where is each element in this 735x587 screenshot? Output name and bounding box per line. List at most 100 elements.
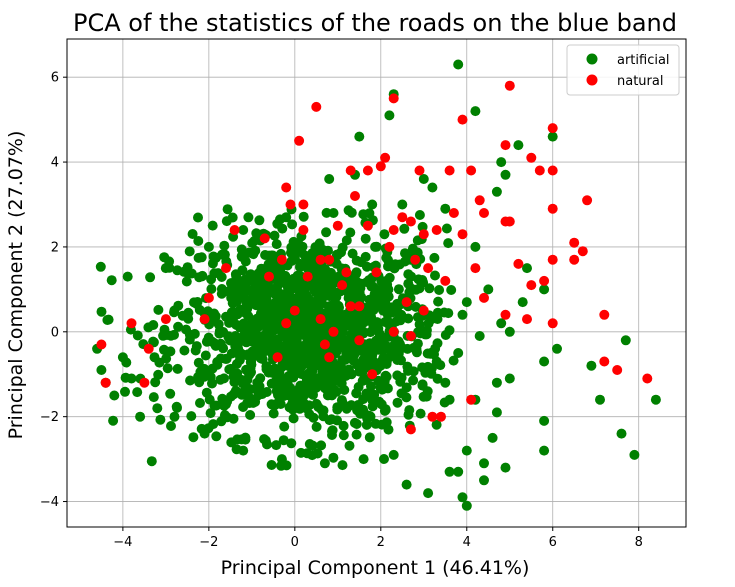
data-point-artificial xyxy=(441,223,452,234)
data-point-natural xyxy=(259,233,270,244)
plot-frame xyxy=(66,38,687,528)
legend: artificial natural xyxy=(566,44,680,96)
data-point-artificial xyxy=(117,352,128,363)
data-point-artificial xyxy=(200,350,211,361)
data-point-artificial xyxy=(425,348,436,359)
data-point-artificial xyxy=(303,368,314,379)
data-point-artificial xyxy=(233,333,244,343)
data-point-artificial xyxy=(266,364,277,375)
data-point-natural xyxy=(199,314,210,325)
data-point-artificial xyxy=(155,414,166,425)
data-point-artificial xyxy=(440,203,451,214)
data-point-artificial xyxy=(423,488,434,499)
data-point-artificial xyxy=(336,247,346,258)
data-point-artificial xyxy=(293,342,304,353)
series-artificial xyxy=(92,59,661,511)
y-axis-label: Principal Component 2 (27.07%) xyxy=(5,131,27,440)
data-point-artificial xyxy=(191,341,202,352)
data-point-artificial xyxy=(341,235,352,246)
data-point-artificial xyxy=(479,458,489,469)
data-point-artificial xyxy=(595,394,605,405)
data-point-artificial xyxy=(289,316,300,327)
data-point-artificial xyxy=(152,403,163,414)
data-point-artificial xyxy=(257,389,268,399)
data-point-artificial xyxy=(496,318,507,329)
data-point-artificial xyxy=(344,440,355,451)
data-point-natural xyxy=(298,225,309,235)
data-point-artificial xyxy=(281,212,292,223)
data-point-natural xyxy=(362,220,373,231)
data-point-artificial xyxy=(194,272,205,283)
data-point-artificial xyxy=(552,343,562,354)
data-point-artificial xyxy=(301,289,312,300)
data-point-artificial xyxy=(269,230,280,241)
data-point-artificial xyxy=(132,387,143,398)
data-point-artificial xyxy=(186,411,197,422)
data-point-artificial xyxy=(159,252,170,263)
data-point-artificial xyxy=(320,331,331,341)
data-point-artificial xyxy=(148,320,159,330)
data-point-natural xyxy=(345,165,356,176)
data-point-artificial xyxy=(242,398,253,409)
data-point-natural xyxy=(384,241,395,252)
data-point-artificial xyxy=(336,378,347,389)
data-point-artificial xyxy=(491,407,502,418)
data-point-natural xyxy=(345,301,356,312)
data-point-artificial xyxy=(240,432,251,443)
data-point-artificial xyxy=(95,261,106,272)
data-point-natural xyxy=(414,165,425,176)
data-point-artificial xyxy=(360,251,371,262)
data-point-natural xyxy=(474,195,485,206)
data-point-natural xyxy=(315,314,326,325)
data-point-artificial xyxy=(539,356,550,367)
data-point-artificial xyxy=(188,432,199,443)
data-point-artificial xyxy=(326,414,337,425)
data-point-artificial xyxy=(203,241,214,252)
data-point-artificial xyxy=(403,409,414,420)
data-point-artificial xyxy=(399,223,410,234)
data-point-artificial xyxy=(193,252,204,263)
data-point-artificial xyxy=(219,373,229,384)
data-point-artificial xyxy=(288,413,299,424)
data-point-artificial xyxy=(415,408,426,419)
data-point-natural xyxy=(332,220,343,231)
data-point-artificial xyxy=(308,379,319,390)
data-point-artificial xyxy=(369,389,380,400)
data-point-artificial xyxy=(321,207,332,218)
data-point-artificial xyxy=(221,353,232,364)
data-point-artificial xyxy=(122,271,133,282)
data-point-natural xyxy=(285,199,296,210)
data-point-artificial xyxy=(102,315,113,325)
data-point-artificial xyxy=(172,363,183,374)
data-point-artificial xyxy=(332,404,343,415)
data-point-artificial xyxy=(212,359,223,370)
data-point-artificial xyxy=(248,323,259,334)
data-point-artificial xyxy=(453,59,464,70)
data-point-artificial xyxy=(461,297,472,308)
data-point-artificial xyxy=(616,428,627,439)
data-point-natural xyxy=(294,135,305,146)
data-point-artificial xyxy=(358,454,369,465)
data-point-artificial xyxy=(172,265,183,276)
data-point-artificial xyxy=(169,329,179,340)
data-point-artificial xyxy=(185,375,196,386)
data-point-natural xyxy=(457,229,468,240)
data-point-artificial xyxy=(586,360,597,371)
data-point-artificial xyxy=(278,435,289,446)
data-point-artificial xyxy=(353,342,363,353)
data-point-natural xyxy=(466,394,477,405)
data-point-artificial xyxy=(443,238,454,249)
data-point-artificial xyxy=(292,272,302,283)
data-point-natural xyxy=(405,424,416,435)
data-point-artificial xyxy=(304,409,315,420)
data-point-artificial xyxy=(159,344,169,355)
data-point-artificial xyxy=(453,466,464,477)
x-tick-label: 6 xyxy=(549,535,557,550)
data-point-artificial xyxy=(417,362,428,373)
data-point-artificial xyxy=(271,239,282,250)
data-point-artificial xyxy=(360,233,371,244)
y-tick-label: 6 xyxy=(51,71,59,86)
data-point-artificial xyxy=(331,368,342,379)
data-point-artificial xyxy=(238,289,249,300)
